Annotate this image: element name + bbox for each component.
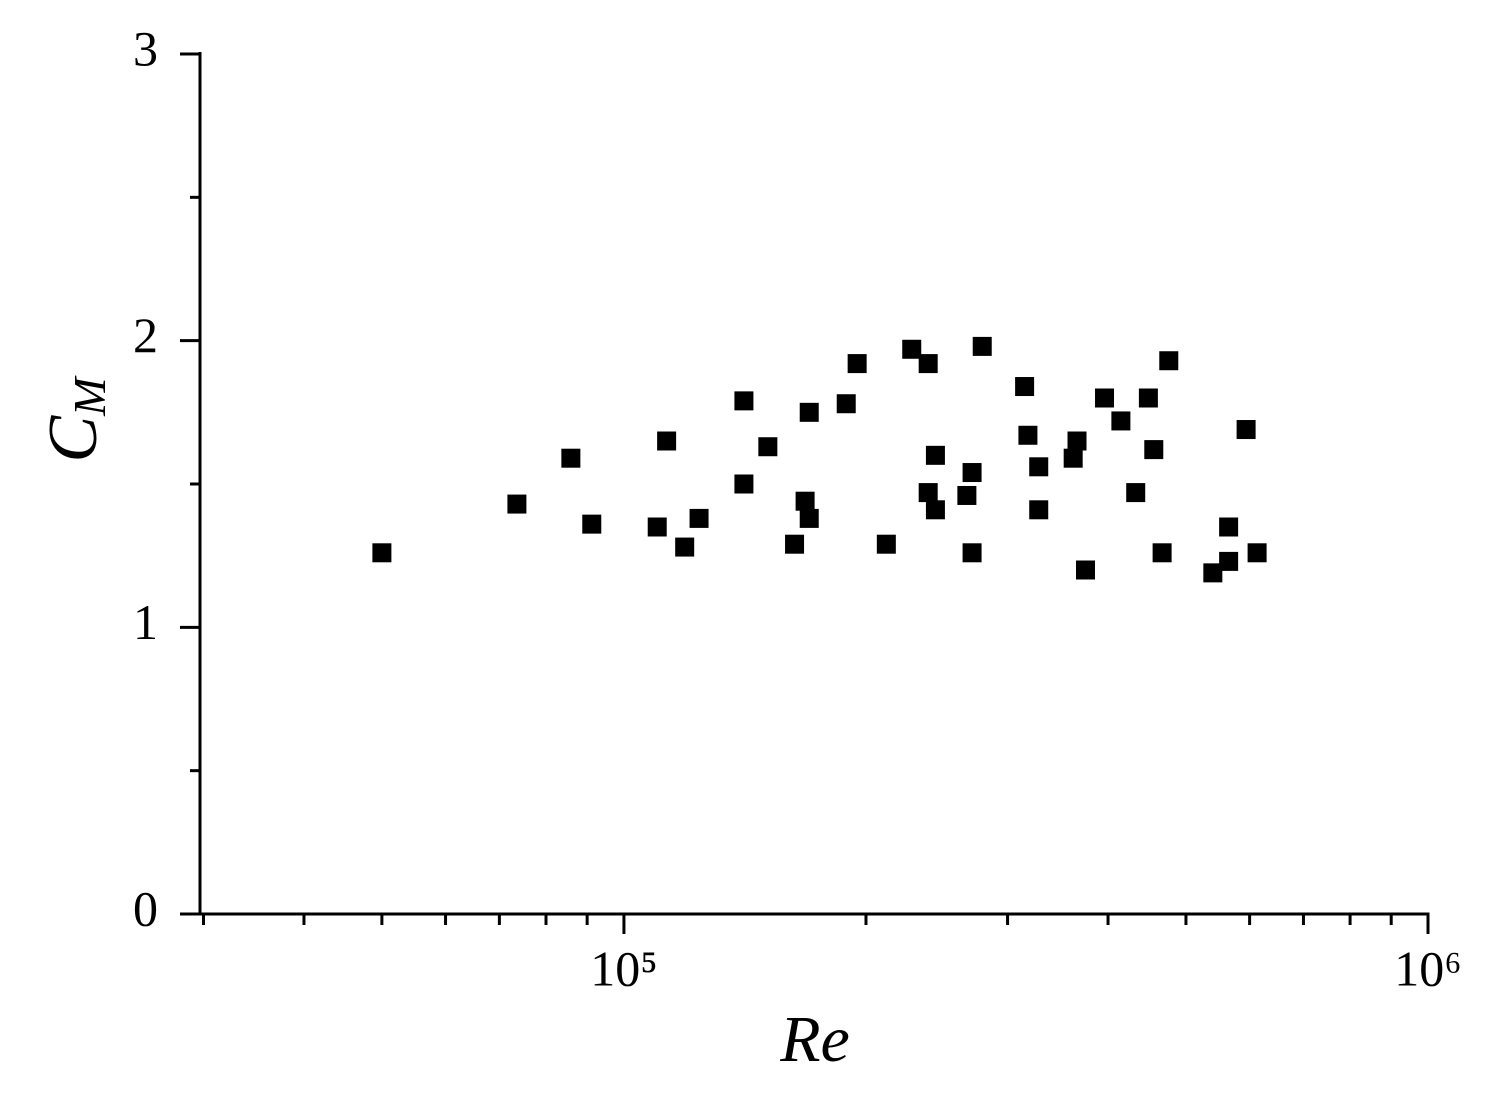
point [918,354,938,374]
point [1126,483,1146,503]
point [962,463,982,483]
point [925,445,945,465]
point [962,543,982,563]
point [1152,543,1172,563]
point [1111,411,1131,431]
point [647,517,667,537]
point [1247,543,1267,563]
y-tick-label: 0 [133,880,158,936]
point [836,394,856,414]
point [957,485,977,505]
x-tick-label: 10⁵ [590,940,657,996]
point [1203,563,1223,583]
point [785,534,805,554]
point [795,491,815,511]
point [758,437,778,457]
x-axis-label: Re [779,1003,850,1076]
point [582,514,602,534]
point [1063,448,1083,468]
point [372,543,392,563]
point [1067,431,1087,451]
point [734,391,754,411]
point [689,508,709,528]
point [1144,440,1164,460]
point [1219,551,1239,571]
x-tick-label: 10⁶ [1394,940,1461,996]
point [972,336,992,356]
point [925,500,945,520]
point [1095,388,1115,408]
point [799,402,819,422]
point [876,534,896,554]
point [847,354,867,374]
point [561,448,581,468]
point [675,537,695,557]
point [1219,517,1239,537]
point [799,508,819,528]
point [1029,500,1049,520]
point [657,431,677,451]
point [1075,560,1095,580]
point [1018,425,1038,445]
point [1159,351,1179,371]
y-axis-label: CM [35,375,115,463]
point [734,474,754,494]
point [902,339,922,359]
point [507,494,527,514]
point [918,483,938,503]
point [1236,420,1256,440]
y-tick-label: 2 [133,307,158,363]
y-axis-label-subscript: M [64,375,115,417]
point [1029,457,1049,477]
point [1138,388,1158,408]
y-axis-label-main: C [35,415,112,463]
y-tick-label: 1 [133,594,158,650]
point [1015,377,1035,397]
y-tick-label: 3 [133,20,158,76]
